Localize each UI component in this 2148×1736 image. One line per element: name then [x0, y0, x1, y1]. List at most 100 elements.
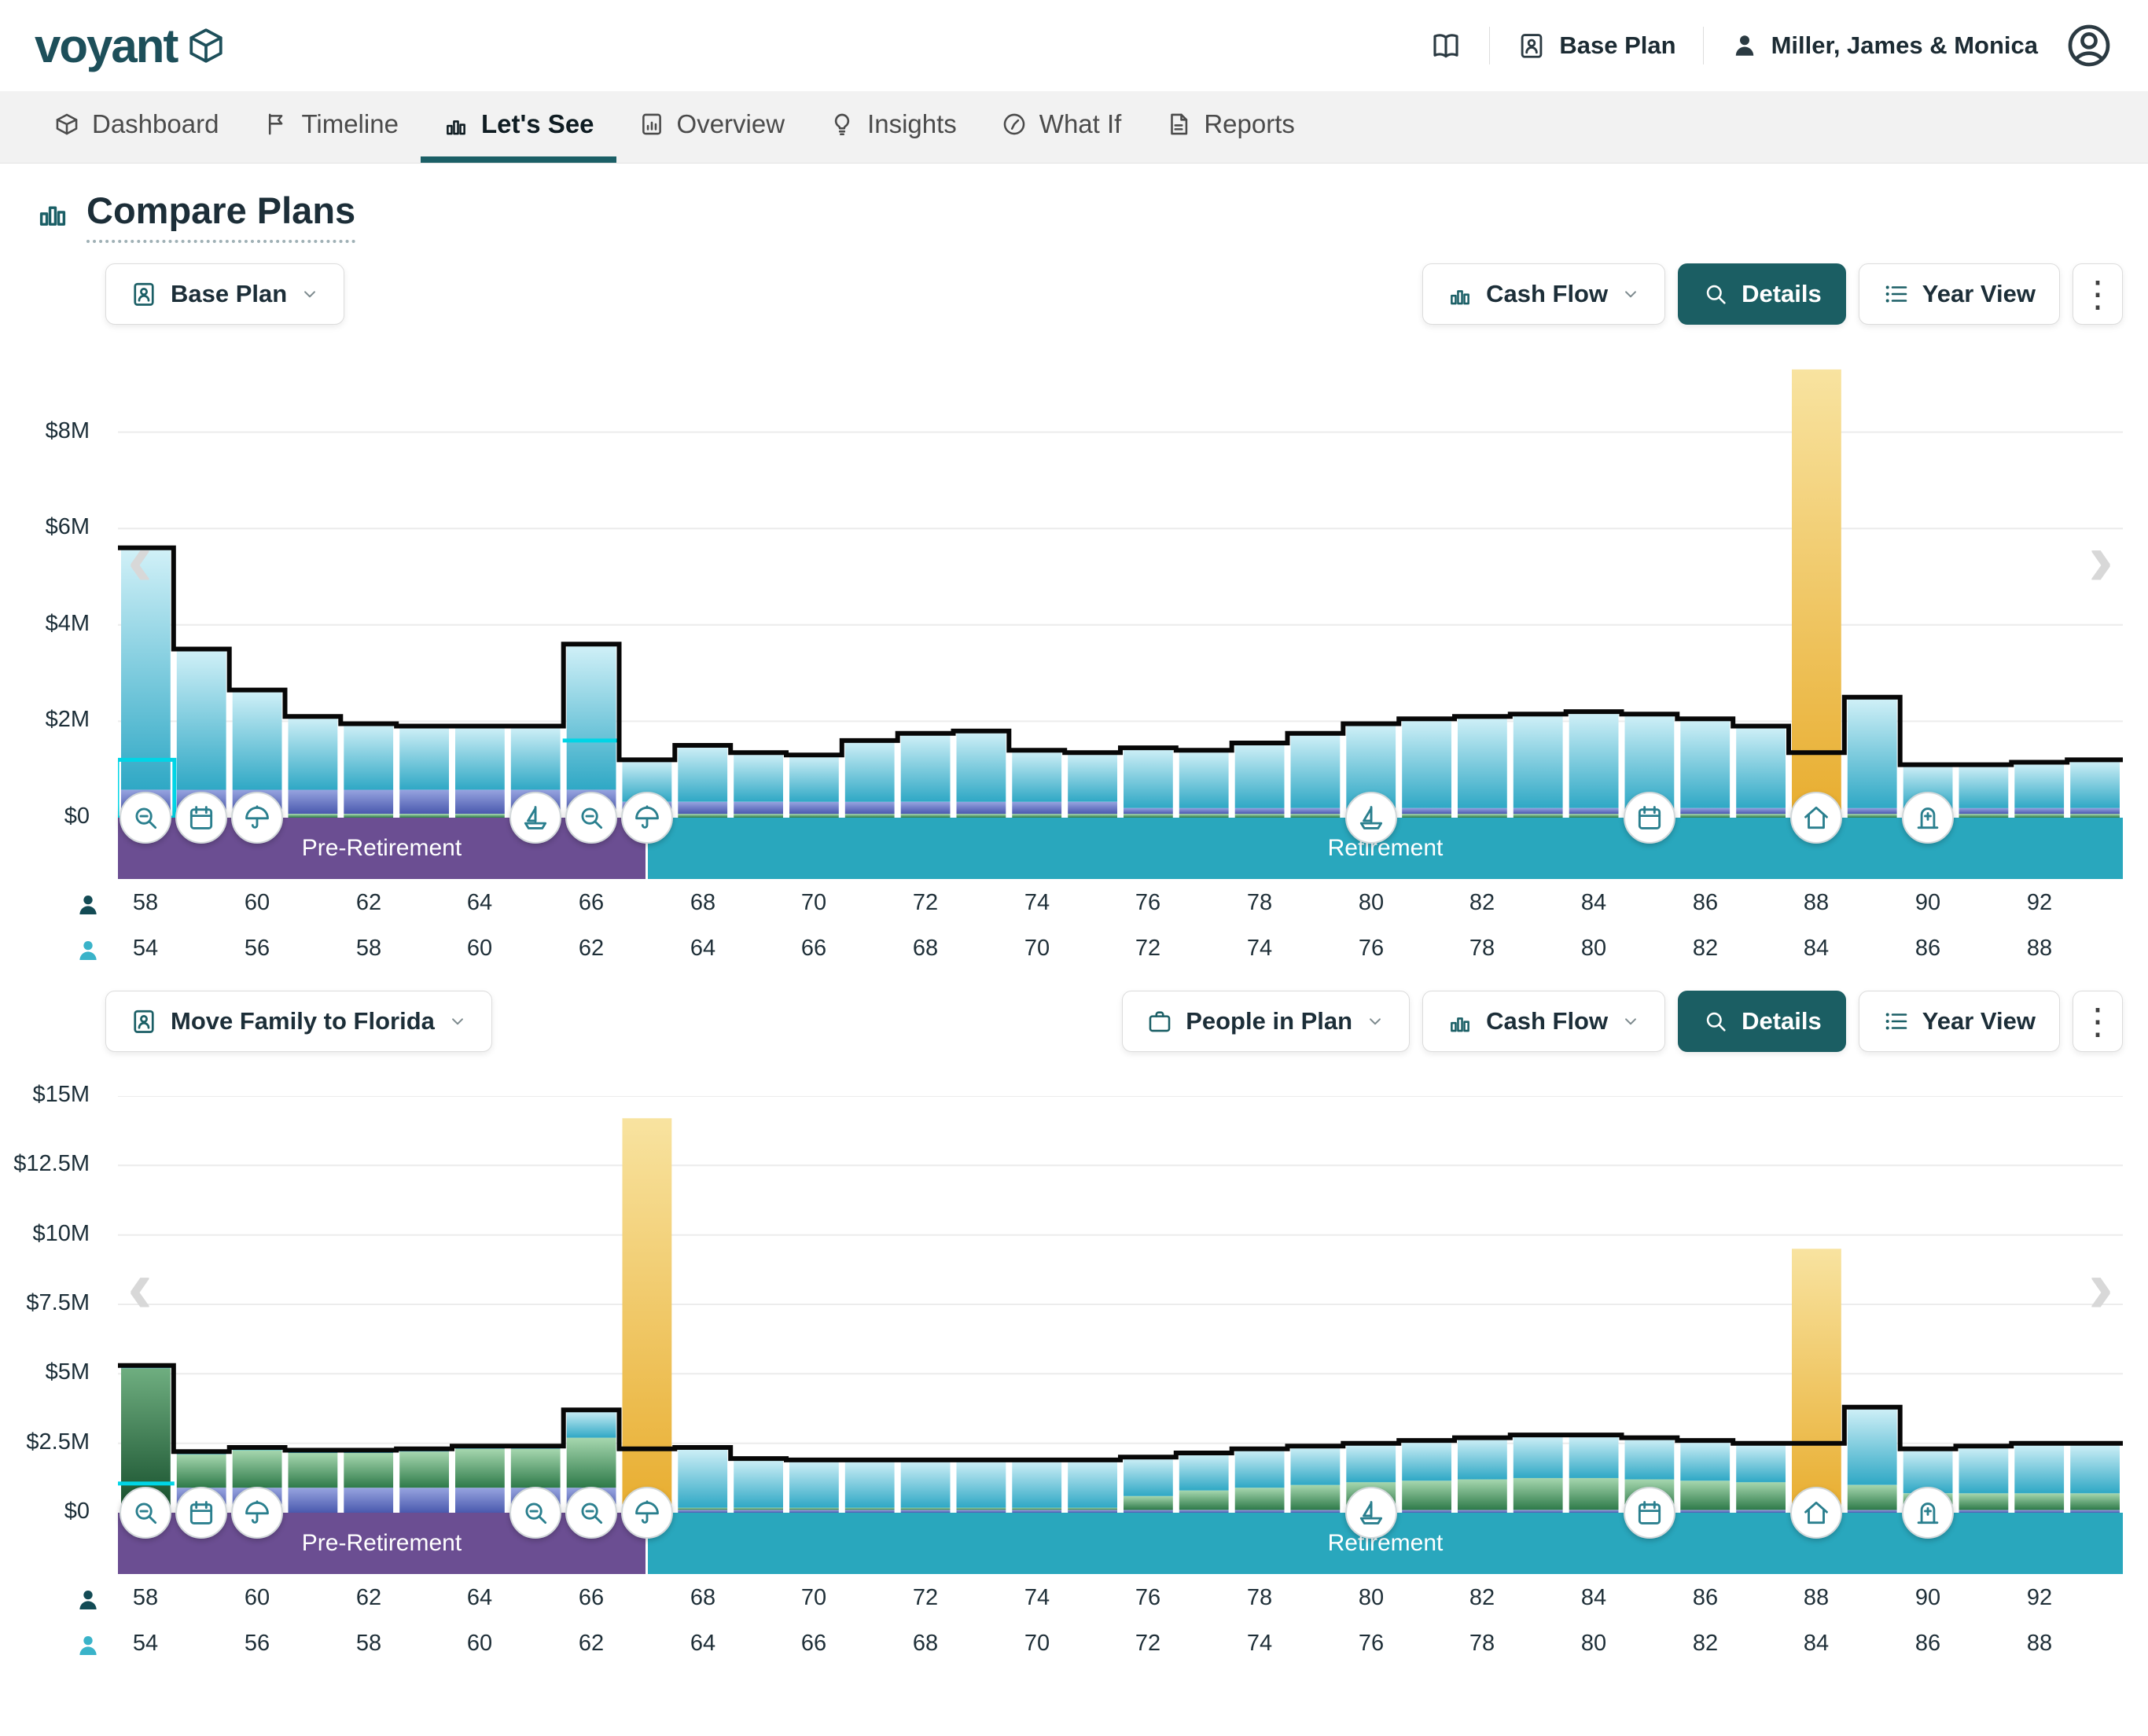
- tab-insights[interactable]: Insights: [807, 91, 979, 163]
- bar[interactable]: [1068, 1459, 1117, 1513]
- bar[interactable]: [2014, 1443, 2065, 1513]
- plan-selector-button[interactable]: Base Plan: [105, 263, 345, 325]
- bar[interactable]: [2014, 762, 2065, 818]
- bar[interactable]: [344, 1450, 394, 1513]
- event-badge-calendar[interactable]: [175, 1487, 227, 1539]
- event-badge-umbrella[interactable]: [231, 792, 283, 844]
- bar[interactable]: [455, 1446, 505, 1513]
- tab-overview[interactable]: Overview: [616, 91, 807, 163]
- bar[interactable]: [566, 1410, 616, 1513]
- tab-let-s-see[interactable]: Let's See: [420, 91, 616, 163]
- event-badge-zoom-out[interactable]: [120, 1487, 171, 1539]
- bar[interactable]: [956, 1459, 1006, 1513]
- bar[interactable]: [1012, 750, 1062, 818]
- event-badge-home[interactable]: [1790, 1487, 1842, 1539]
- bar[interactable]: [399, 726, 449, 818]
- bar[interactable]: [1736, 726, 1786, 818]
- bar[interactable]: [1124, 748, 1173, 818]
- account-circle-icon[interactable]: [2065, 21, 2113, 70]
- bar[interactable]: [900, 733, 951, 818]
- bar[interactable]: [1847, 1407, 1897, 1513]
- bar[interactable]: [1959, 764, 2009, 818]
- bar[interactable]: [1179, 750, 1229, 818]
- year-view-button[interactable]: Year View: [1858, 263, 2060, 325]
- bar[interactable]: [1234, 743, 1285, 818]
- bar[interactable]: [1792, 1249, 1841, 1513]
- bar[interactable]: [1234, 1448, 1285, 1513]
- bar[interactable]: [1680, 1440, 1731, 1513]
- more-options-button[interactable]: ⋮: [2073, 263, 2123, 325]
- details-button[interactable]: Details: [1678, 263, 1846, 325]
- bar[interactable]: [1959, 1446, 2009, 1513]
- bar[interactable]: [900, 1459, 951, 1513]
- header-book-icon[interactable]: [1429, 29, 1462, 62]
- bar[interactable]: [789, 755, 839, 818]
- selection-highlight[interactable]: [118, 757, 177, 818]
- event-badge-calendar[interactable]: [175, 792, 227, 844]
- bar[interactable]: [1569, 1435, 1619, 1513]
- bar[interactable]: [678, 745, 728, 818]
- bar[interactable]: [1569, 712, 1619, 818]
- event-badge-calendar[interactable]: [1624, 792, 1675, 844]
- event-badge-memorial[interactable]: [1902, 792, 1954, 844]
- carousel-left-arrow[interactable]: ‹: [127, 517, 153, 601]
- event-badge-zoom-out[interactable]: [565, 792, 617, 844]
- event-badge-memorial[interactable]: [1902, 1487, 1954, 1539]
- bar[interactable]: [1290, 733, 1341, 818]
- event-badge-sailboat[interactable]: [1345, 792, 1397, 844]
- bar[interactable]: [344, 723, 394, 818]
- bar[interactable]: [1290, 1446, 1341, 1513]
- event-badge-calendar[interactable]: [1624, 1487, 1675, 1539]
- more-options-button[interactable]: ⋮: [2073, 991, 2123, 1052]
- event-badge-umbrella[interactable]: [621, 1487, 673, 1539]
- tab-dashboard[interactable]: Dashboard: [31, 91, 241, 163]
- client-selector[interactable]: Miller, James & Monica: [1731, 31, 2038, 60]
- bar[interactable]: [566, 644, 616, 818]
- bar[interactable]: [455, 726, 505, 818]
- tab-timeline[interactable]: Timeline: [241, 91, 420, 163]
- bar[interactable]: [2070, 1443, 2120, 1513]
- bar[interactable]: [734, 752, 783, 818]
- cash-flow-button[interactable]: Cash Flow: [1422, 991, 1666, 1052]
- bar[interactable]: [1068, 752, 1117, 818]
- bar[interactable]: [1513, 1435, 1563, 1513]
- bar[interactable]: [1124, 1457, 1173, 1513]
- bar[interactable]: [399, 1448, 449, 1513]
- bar[interactable]: [734, 1458, 783, 1513]
- current-plan-selector[interactable]: Base Plan: [1517, 31, 1676, 61]
- bar[interactable]: [1792, 369, 1841, 818]
- bar[interactable]: [1012, 1459, 1062, 1513]
- plan-selector-button[interactable]: Move Family to Florida: [105, 991, 492, 1052]
- bar[interactable]: [288, 716, 338, 818]
- bar[interactable]: [678, 1447, 728, 1513]
- bar[interactable]: [1458, 1437, 1507, 1513]
- event-badge-sailboat[interactable]: [1345, 1487, 1397, 1539]
- carousel-right-arrow[interactable]: ›: [2088, 1245, 2113, 1329]
- event-badge-umbrella[interactable]: [231, 1487, 283, 1539]
- bar[interactable]: [1402, 1440, 1451, 1513]
- bar[interactable]: [956, 730, 1006, 818]
- event-badge-zoom-out[interactable]: [509, 1487, 561, 1539]
- bar[interactable]: [1458, 716, 1507, 818]
- year-view-button[interactable]: Year View: [1858, 991, 2060, 1052]
- bar[interactable]: [1847, 697, 1897, 818]
- bar[interactable]: [1179, 1453, 1229, 1513]
- tab-what-if[interactable]: What If: [979, 91, 1144, 163]
- bar[interactable]: [288, 1450, 338, 1513]
- cash-flow-button[interactable]: Cash Flow: [1422, 263, 1666, 325]
- tab-reports[interactable]: Reports: [1143, 91, 1317, 163]
- event-badge-zoom-out[interactable]: [120, 792, 171, 844]
- people-in-plan-button[interactable]: People in Plan: [1122, 991, 1411, 1052]
- event-badge-umbrella[interactable]: [621, 792, 673, 844]
- carousel-right-arrow[interactable]: ›: [2088, 517, 2113, 601]
- bar[interactable]: [1402, 719, 1451, 818]
- bar[interactable]: [1680, 719, 1731, 818]
- event-badge-home[interactable]: [1790, 792, 1842, 844]
- bar[interactable]: [789, 1459, 839, 1513]
- bar[interactable]: [2070, 760, 2120, 818]
- carousel-left-arrow[interactable]: ‹: [127, 1245, 153, 1329]
- event-badge-sailboat[interactable]: [509, 792, 561, 844]
- bar[interactable]: [622, 1118, 672, 1513]
- bar[interactable]: [1736, 1443, 1786, 1513]
- bar[interactable]: [844, 740, 895, 818]
